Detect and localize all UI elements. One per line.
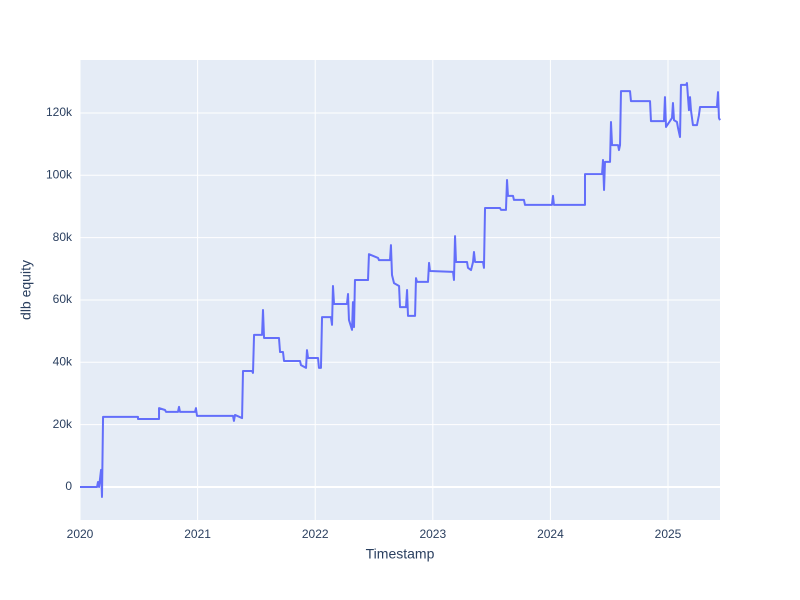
x-tick-label: 2024 — [537, 527, 564, 541]
x-tick-label: 2020 — [67, 527, 94, 541]
x-tick-label: 2022 — [302, 527, 329, 541]
equity-line — [80, 82, 721, 498]
y-tick-label: 120k — [46, 105, 73, 119]
x-axis-title: Timestamp — [366, 546, 435, 562]
x-tick-label: 2025 — [655, 527, 682, 541]
y-tick-label: 60k — [53, 292, 73, 306]
y-tick-label: 80k — [53, 230, 73, 244]
y-tick-label: 20k — [53, 417, 73, 431]
y-tick-label: 40k — [53, 354, 73, 368]
x-tick-label: 2023 — [419, 527, 446, 541]
x-tick-label: 2021 — [184, 527, 211, 541]
y-tick-label: 0 — [65, 479, 72, 493]
y-axis-title: dlb equity — [18, 260, 34, 320]
y-tick-label: 100k — [46, 167, 73, 181]
